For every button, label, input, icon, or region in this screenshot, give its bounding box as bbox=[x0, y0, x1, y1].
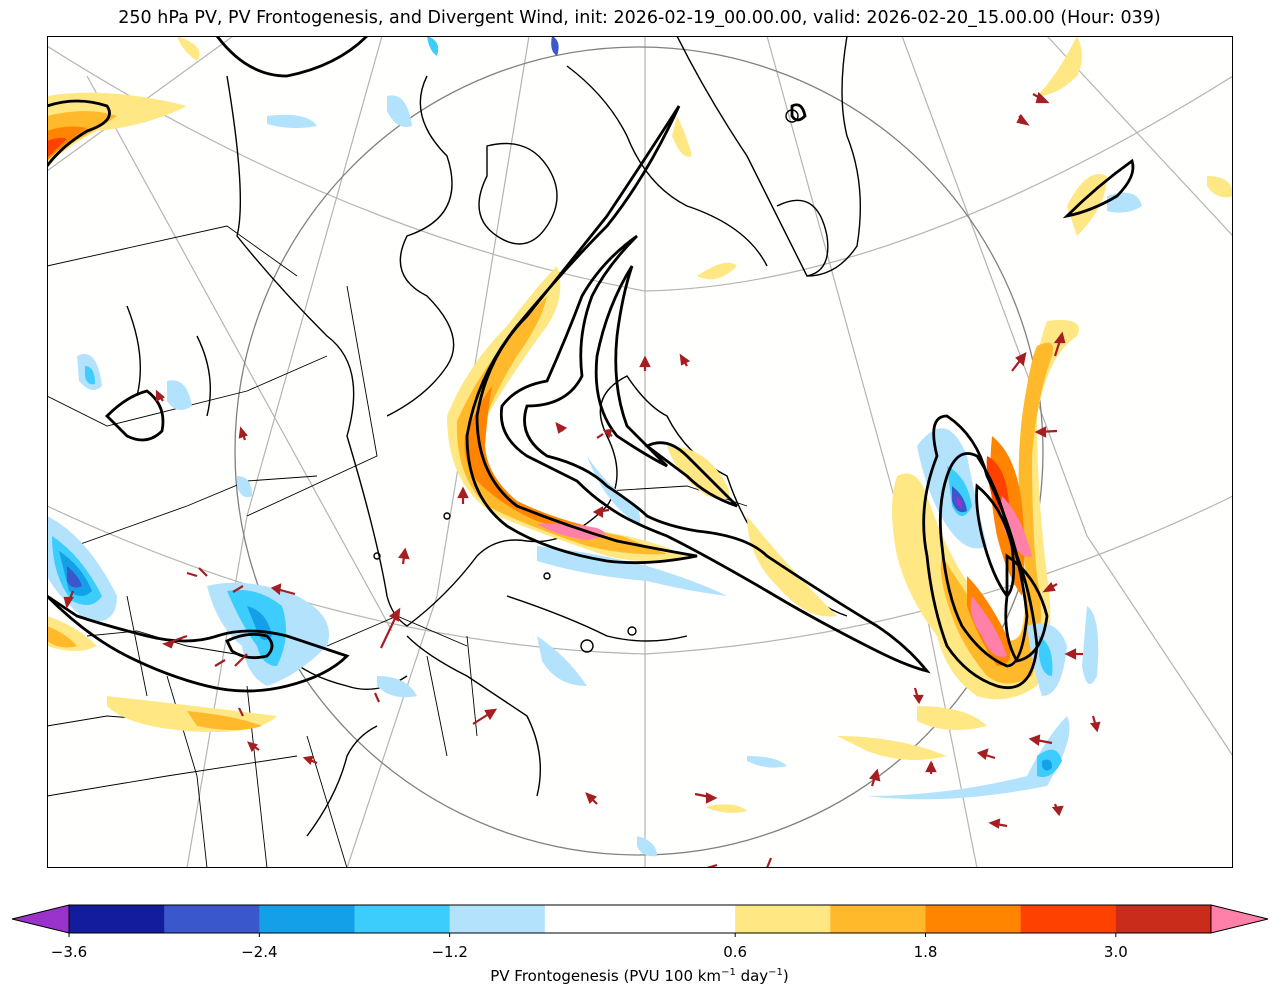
wind-arrow bbox=[592, 506, 610, 518]
wind-arrow bbox=[585, 792, 598, 805]
colorbar-tick-label: −1.2 bbox=[431, 943, 468, 961]
wind-arrow bbox=[234, 653, 248, 667]
wind-arrow bbox=[1064, 648, 1083, 660]
colorbar-segment bbox=[1020, 905, 1117, 933]
colorbar-ticks bbox=[68, 933, 1117, 937]
colorbar-segment bbox=[544, 905, 736, 933]
wind-arrow bbox=[238, 707, 244, 717]
wind-arrow bbox=[765, 857, 773, 868]
colorbar-tick-label: 3.0 bbox=[1103, 943, 1128, 961]
wind-arrow bbox=[155, 389, 165, 402]
wind-arrow bbox=[214, 659, 226, 667]
wind-arrow bbox=[925, 760, 937, 775]
wind-arrow bbox=[694, 792, 718, 804]
wind-arrow bbox=[398, 547, 410, 565]
range-circle bbox=[234, 46, 1044, 856]
pv-frontogenesis-fill bbox=[47, 36, 1233, 857]
colorbar-segment bbox=[449, 905, 546, 933]
wind-arrow bbox=[302, 755, 318, 766]
wind-arrow bbox=[373, 692, 381, 703]
wind-arrow bbox=[596, 433, 604, 439]
colorbar-segment bbox=[164, 905, 260, 933]
divergent-wind-arrows bbox=[63, 91, 1101, 868]
colorbar-segment bbox=[1115, 905, 1212, 933]
wind-arrow bbox=[869, 768, 881, 787]
wind-arrow bbox=[232, 585, 244, 593]
colorbar-segment bbox=[259, 905, 355, 933]
map-canvas bbox=[47, 36, 1233, 868]
wind-arrow bbox=[555, 421, 568, 434]
wind-arrow bbox=[1051, 803, 1064, 817]
plot-title: 250 hPa PV, PV Frontogenesis, and Diverg… bbox=[118, 8, 1161, 28]
wind-arrow bbox=[457, 486, 469, 504]
colorbar-segment bbox=[830, 905, 926, 933]
wind-arrow bbox=[198, 567, 208, 577]
colorbar-segments bbox=[68, 904, 1212, 934]
colorbar-tick-label: 0.6 bbox=[723, 943, 748, 961]
colorbar bbox=[11, 904, 1269, 937]
colorbar-over-extension bbox=[1210, 904, 1269, 934]
wind-arrow bbox=[161, 634, 188, 649]
wind-arrow bbox=[639, 355, 651, 371]
wind-arrow bbox=[63, 590, 75, 609]
colorbar-segment bbox=[925, 905, 1022, 933]
colorbar-segment bbox=[354, 905, 451, 933]
wind-arrow bbox=[679, 353, 691, 367]
wind-arrow bbox=[247, 741, 260, 753]
colorbar-under-extension bbox=[11, 904, 70, 934]
map-panel bbox=[47, 36, 1233, 868]
colorbar-segment bbox=[69, 905, 165, 933]
wind-arrow bbox=[1016, 113, 1030, 126]
wind-arrow bbox=[1011, 352, 1027, 372]
wind-arrow bbox=[976, 748, 996, 760]
wind-arrow bbox=[472, 708, 498, 725]
wind-arrow bbox=[1034, 426, 1058, 438]
colorbar-tick-label: 1.8 bbox=[913, 943, 938, 961]
wind-arrow bbox=[706, 863, 718, 868]
wind-arrow bbox=[602, 428, 613, 439]
wind-arrow bbox=[1089, 715, 1101, 733]
colorbar-label: PV Frontogenesis (PVU 100 km−1 day−1) bbox=[490, 967, 789, 985]
colorbar-tick-label: −2.4 bbox=[241, 943, 278, 961]
wind-arrow bbox=[186, 571, 198, 578]
wind-arrow bbox=[1028, 734, 1053, 746]
wind-arrow bbox=[270, 583, 296, 596]
wind-arrow bbox=[238, 426, 248, 441]
wind-arrow bbox=[1053, 331, 1066, 357]
wind-arrow bbox=[988, 818, 1008, 829]
pv-contours bbox=[47, 36, 1135, 693]
colorbar-tick-label: −3.6 bbox=[50, 943, 88, 961]
wind-arrow bbox=[1042, 582, 1058, 593]
wind-arrow bbox=[912, 687, 924, 705]
colorbar-segment bbox=[735, 905, 831, 933]
wind-arrow bbox=[1032, 91, 1050, 104]
wind-arrow bbox=[380, 607, 401, 649]
